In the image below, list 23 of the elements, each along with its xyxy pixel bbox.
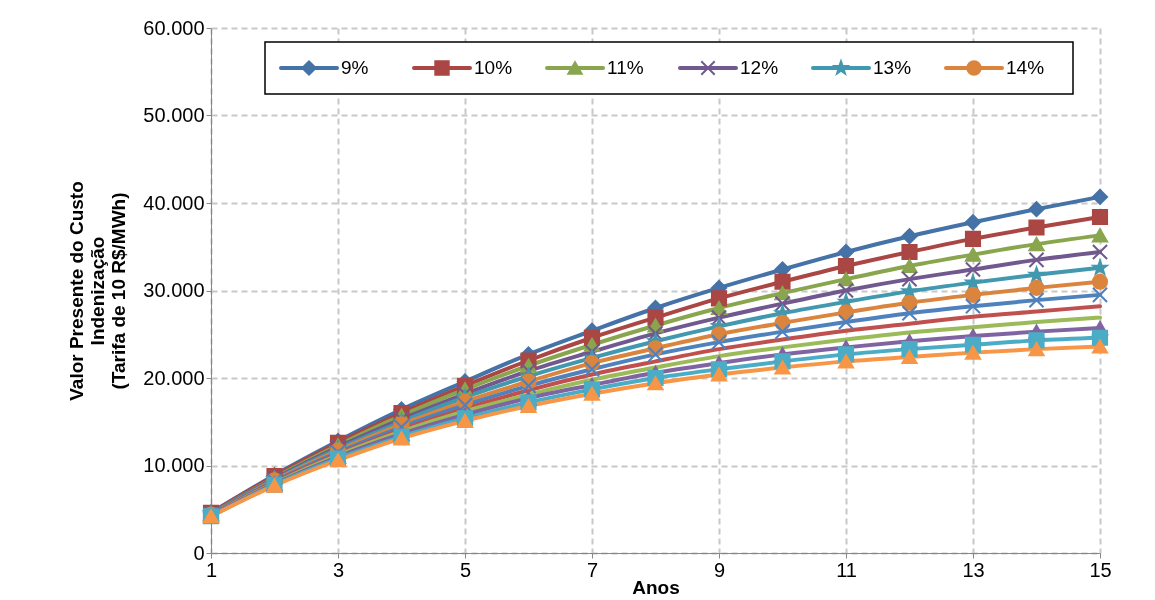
x-tick-label: 3 bbox=[332, 558, 345, 581]
x-axis-title: Anos bbox=[632, 576, 680, 598]
legend-label: 10% bbox=[474, 57, 513, 78]
x-tick-label: 7 bbox=[586, 558, 599, 581]
y-tick-label: 60.000 bbox=[143, 16, 205, 39]
y-tick-label: 0 bbox=[193, 541, 205, 564]
x-tick-label: 9 bbox=[713, 558, 726, 581]
x-tick-label: 5 bbox=[459, 558, 472, 581]
x-tick-label: 11 bbox=[836, 558, 857, 581]
legend-label: 13% bbox=[873, 57, 912, 78]
x-tick-label: 15 bbox=[1089, 558, 1112, 581]
y-tick-label: 50.000 bbox=[143, 104, 205, 126]
legend-label: 14% bbox=[1006, 57, 1045, 78]
y-axis-title: Valor Presente do Custo Indenização (Tarifa de 10 R$/MWh) bbox=[66, 181, 130, 401]
y-tick-label: 20.000 bbox=[143, 366, 205, 389]
y-tick-label: 10.000 bbox=[143, 454, 205, 476]
y-tick-label: 30.000 bbox=[143, 279, 205, 301]
x-tick-label: 1 bbox=[205, 558, 218, 581]
x-tick-label: 13 bbox=[962, 558, 985, 581]
legend-label: 11% bbox=[607, 57, 644, 78]
y-tick-label: 40.000 bbox=[143, 191, 205, 214]
legend-label: 9% bbox=[341, 57, 369, 78]
legend-label: 12% bbox=[740, 57, 779, 78]
